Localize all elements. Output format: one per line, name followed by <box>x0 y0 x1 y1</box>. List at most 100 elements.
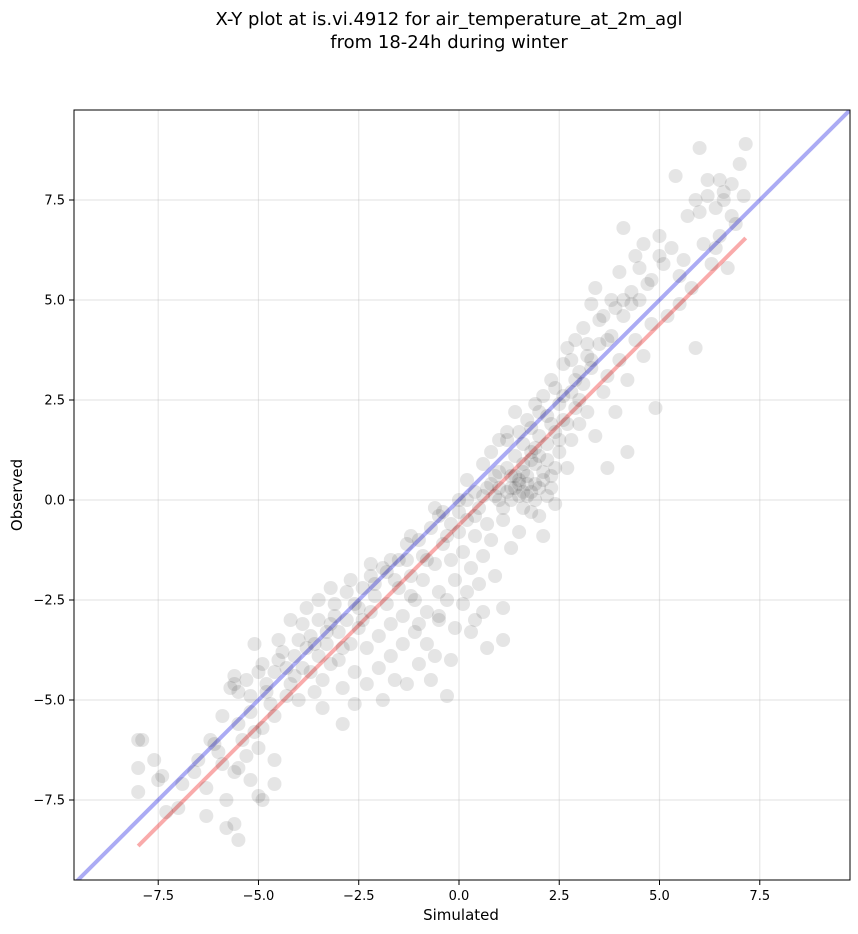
scatter-point <box>552 397 567 411</box>
scatter-point <box>738 137 753 151</box>
scatter-point <box>227 669 242 683</box>
scatter-point <box>151 773 166 787</box>
y-tick-label: 5.0 <box>44 294 65 309</box>
y-tick-label: −5.0 <box>33 694 65 709</box>
x-axis-label: Simulated <box>423 906 499 924</box>
scatter-point <box>215 757 230 771</box>
scatter-point <box>251 789 266 803</box>
scatter-point <box>323 581 338 595</box>
scatter-point <box>291 693 306 707</box>
scatter-point <box>464 625 478 639</box>
grid <box>74 110 850 880</box>
scatter-point <box>287 669 302 683</box>
scatter-point <box>460 513 474 527</box>
scatter-point <box>403 569 418 583</box>
scatter-point <box>720 261 735 275</box>
scatter-point <box>540 437 555 451</box>
scatter-point <box>484 477 499 491</box>
scatter-point <box>427 501 442 515</box>
scatter-point <box>548 497 563 511</box>
scatter-point <box>460 585 474 599</box>
scatter-point <box>548 461 563 475</box>
identity-line <box>75 110 850 880</box>
scatter-point <box>131 733 146 747</box>
scatter-point <box>219 821 234 835</box>
scatter-point <box>696 237 711 251</box>
scatter-point <box>572 365 587 379</box>
scatter-point <box>255 721 270 735</box>
scatter-point <box>588 429 603 443</box>
scatter-point <box>363 557 378 571</box>
scatter-point <box>339 585 354 599</box>
scatter-point <box>307 637 322 651</box>
scatter-point <box>303 629 318 643</box>
scatter-point <box>672 297 687 311</box>
scatter-point <box>411 657 426 671</box>
scatter-point <box>464 561 478 575</box>
scatter-point <box>311 613 326 627</box>
scatter-point <box>131 761 146 775</box>
x-tick-label: −7.5 <box>142 889 174 904</box>
scatter-point <box>335 717 350 731</box>
scatter-point <box>379 597 394 611</box>
scatter-point <box>283 677 298 691</box>
scatter-point <box>604 329 619 343</box>
scatter-point <box>419 553 434 567</box>
scatter-point <box>636 349 651 363</box>
scatter-point <box>135 733 150 747</box>
scatter-point <box>712 173 727 187</box>
scatter-point <box>504 481 519 495</box>
scatter-point <box>468 613 482 627</box>
scatter-point <box>283 613 298 627</box>
scatter-point <box>315 701 330 715</box>
scatter-point <box>415 573 430 587</box>
scatter-point <box>480 641 495 655</box>
scatter-point <box>516 465 531 479</box>
scatter-point <box>331 653 346 667</box>
scatter-point <box>343 573 358 587</box>
scatter-point <box>536 529 551 543</box>
scatter-point <box>616 309 631 323</box>
scatter-point <box>680 209 695 223</box>
scatter-point <box>444 653 458 667</box>
scatter-point <box>263 697 278 711</box>
scatter-point <box>608 405 623 419</box>
scatter-point <box>427 557 442 571</box>
scatter-point <box>444 553 458 567</box>
scatter-point <box>472 577 486 591</box>
scatter-point <box>199 809 214 823</box>
scatter-point <box>275 645 290 659</box>
scatter-point <box>448 573 462 587</box>
scatter-point <box>508 405 523 419</box>
scatter-point <box>692 205 707 219</box>
scatter-point <box>544 417 559 431</box>
scatter-point <box>524 505 539 519</box>
scatter-point <box>508 469 523 483</box>
scatter-point <box>672 269 687 283</box>
scatter-point <box>532 449 547 463</box>
scatter-point <box>460 493 474 507</box>
scatter-point <box>375 693 390 707</box>
scatter-point <box>219 793 234 807</box>
scatter-point <box>676 253 691 267</box>
scatter-point <box>632 261 647 275</box>
scatter-point <box>339 613 354 627</box>
scatter-point <box>628 333 643 347</box>
scatter-point <box>624 297 639 311</box>
scatter-point <box>235 733 250 747</box>
scatter-point <box>600 333 615 347</box>
scatter-point <box>440 689 454 703</box>
scatter-point <box>291 633 306 647</box>
scatter-point <box>452 505 466 519</box>
scatter-point <box>411 533 426 547</box>
scatter-point <box>347 597 362 611</box>
scatter-point <box>271 653 286 667</box>
scatter-point <box>492 481 507 495</box>
scatter-point <box>540 453 555 467</box>
scatter-point <box>704 257 719 271</box>
reference-lines <box>75 110 850 880</box>
scatter-point <box>512 425 527 439</box>
scatter-point <box>524 421 539 435</box>
scatter-point <box>496 513 511 527</box>
scatter-point <box>267 753 282 767</box>
